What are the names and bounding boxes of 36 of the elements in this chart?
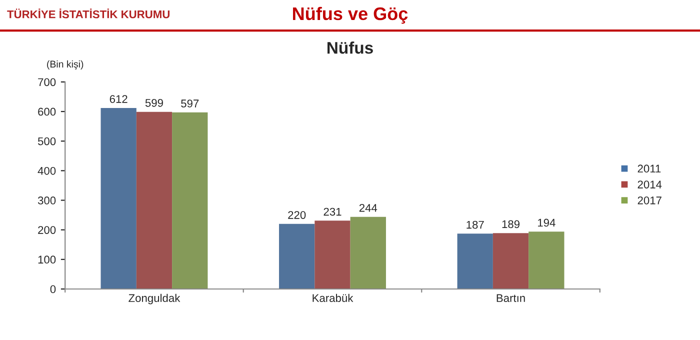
x-tick-label: Bartın xyxy=(496,294,525,302)
x-tick-label: Zonguldak xyxy=(128,294,180,304)
text: TÜRKİYE İSTATİSTİK KURUMU xyxy=(7,8,170,18)
bar xyxy=(136,112,172,289)
y-axis-title: (Bin kişi) xyxy=(47,60,84,70)
y-tick-label: 400 xyxy=(38,166,56,175)
bar xyxy=(100,108,136,289)
data-label: 597 xyxy=(181,100,199,108)
x-tick-label: Karabük xyxy=(312,294,354,302)
legend-label: 2011 xyxy=(638,164,661,173)
y-tick-label: 700 xyxy=(38,78,56,86)
y-tick-label: 100 xyxy=(38,256,56,264)
y-tick-label: 200 xyxy=(38,226,56,234)
data-label: 220 xyxy=(288,211,306,219)
data-label: 244 xyxy=(359,204,378,212)
bar xyxy=(457,234,493,289)
bar xyxy=(528,232,564,289)
chart-title: Nüfus xyxy=(328,42,373,54)
bar xyxy=(172,112,208,289)
data-label: 189 xyxy=(502,220,520,228)
data-label: 194 xyxy=(538,218,556,227)
legend-label: 2017 xyxy=(638,196,662,204)
text: Nüfus ve Göç xyxy=(293,6,408,24)
bar xyxy=(350,216,386,289)
data-label: 599 xyxy=(145,98,163,107)
y-tick-label: 600 xyxy=(38,108,56,116)
y-tick-label: 500 xyxy=(38,137,56,146)
bar xyxy=(279,224,315,289)
bar xyxy=(314,220,350,289)
bar xyxy=(492,233,529,289)
data-label: 187 xyxy=(466,220,484,229)
y-tick-label: 300 xyxy=(38,196,56,204)
legend-label: 2014 xyxy=(638,180,662,188)
y-tick-label: 0 xyxy=(50,285,56,294)
data-label: 231 xyxy=(324,208,342,216)
data-label: 612 xyxy=(110,95,128,103)
